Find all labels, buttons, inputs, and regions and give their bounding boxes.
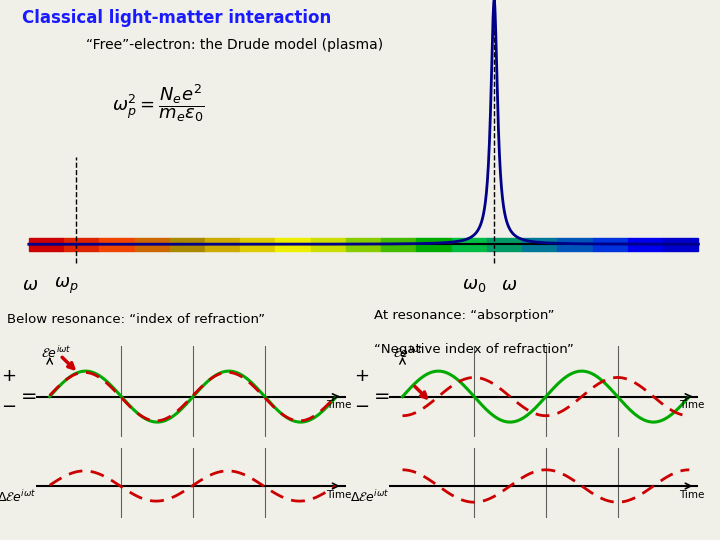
Text: “Free”-electron: the Drude model (plasma): “Free”-electron: the Drude model (plasma… bbox=[86, 38, 384, 52]
Text: $\omega_0$: $\omega_0$ bbox=[462, 275, 486, 294]
Text: Classical light-matter interaction: Classical light-matter interaction bbox=[22, 9, 331, 28]
Text: +: + bbox=[354, 367, 369, 386]
Text: Time: Time bbox=[679, 401, 704, 410]
Bar bbox=[628, 238, 663, 251]
Text: Time: Time bbox=[326, 401, 351, 410]
Bar bbox=[170, 238, 205, 251]
Text: $\omega_p^2 = \dfrac{N_e e^2}{m_e \epsilon_0}$: $\omega_p^2 = \dfrac{N_e e^2}{m_e \epsil… bbox=[112, 83, 204, 124]
Bar bbox=[205, 238, 240, 251]
Text: =: = bbox=[374, 387, 390, 406]
Bar bbox=[593, 238, 628, 251]
Text: $\mathcal{E}e^{i\omega t}$: $\mathcal{E}e^{i\omega t}$ bbox=[393, 345, 424, 361]
Bar bbox=[311, 238, 346, 251]
Bar bbox=[381, 238, 416, 251]
Bar bbox=[99, 238, 135, 251]
Text: “Negative index of refraction”: “Negative index of refraction” bbox=[374, 342, 575, 356]
Bar bbox=[29, 238, 64, 251]
Text: +: + bbox=[1, 367, 16, 386]
Text: $\mathcal{E}e^{i\omega t}$: $\mathcal{E}e^{i\omega t}$ bbox=[40, 345, 71, 361]
Text: $\omega$: $\omega$ bbox=[501, 275, 518, 294]
Bar bbox=[451, 238, 487, 251]
Bar bbox=[557, 238, 593, 251]
Text: $\omega$: $\omega$ bbox=[22, 275, 38, 294]
Text: Below resonance: “index of refraction”: Below resonance: “index of refraction” bbox=[7, 313, 266, 327]
Bar bbox=[276, 238, 311, 251]
Text: Time: Time bbox=[679, 490, 704, 501]
Text: =: = bbox=[21, 387, 37, 406]
Bar bbox=[416, 238, 451, 251]
Bar bbox=[64, 238, 99, 251]
Text: $\Delta\mathcal{E}e^{i\omega t}$: $\Delta\mathcal{E}e^{i\omega t}$ bbox=[350, 489, 389, 505]
Text: $\omega_p$: $\omega_p$ bbox=[54, 275, 78, 296]
Text: $\Delta\mathcal{E}e^{i\omega t}$: $\Delta\mathcal{E}e^{i\omega t}$ bbox=[0, 489, 36, 505]
Text: At resonance: “absorption”: At resonance: “absorption” bbox=[374, 308, 555, 322]
Bar bbox=[346, 238, 381, 251]
Text: −: − bbox=[354, 398, 369, 416]
Bar bbox=[487, 238, 522, 251]
Bar bbox=[522, 238, 557, 251]
Bar bbox=[240, 238, 276, 251]
Bar bbox=[663, 238, 698, 251]
Text: Time: Time bbox=[326, 490, 351, 501]
Bar bbox=[135, 238, 170, 251]
Text: −: − bbox=[1, 398, 16, 416]
